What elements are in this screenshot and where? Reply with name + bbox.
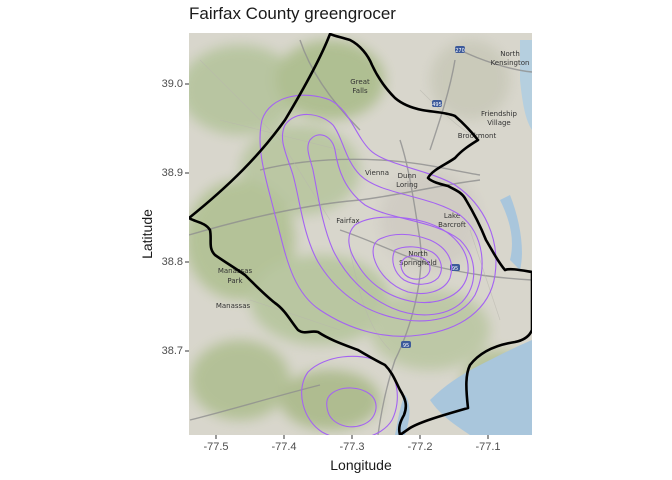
y-tick-label: 38.7 xyxy=(161,345,183,357)
x-tick-label: -77.4 xyxy=(271,441,297,453)
plot-title: Fairfax County greengrocer xyxy=(189,4,396,23)
contour-7 xyxy=(400,255,431,280)
x-tick-label: -77.1 xyxy=(475,441,501,453)
y-axis-title: Latitude xyxy=(139,209,155,259)
axis-ticks xyxy=(185,83,489,439)
label-manassas: Manassas xyxy=(216,302,251,310)
basemap-tiles: Great Falls North Kensington Friendship … xyxy=(189,33,532,435)
y-tick-label: 39.0 xyxy=(161,78,183,90)
label-friendship-village: Friendship xyxy=(481,110,518,118)
x-tick-label: -77.5 xyxy=(203,441,229,453)
label-north-kensington: North xyxy=(500,50,520,58)
svg-text:495: 495 xyxy=(432,102,442,108)
contour-2 xyxy=(281,113,483,322)
svg-text:Springfield: Springfield xyxy=(399,259,437,267)
contour-south-inner xyxy=(326,387,377,428)
label-vienna: Vienna xyxy=(365,169,389,177)
label-dunn-loring: Dunn xyxy=(398,172,417,180)
contour-3 xyxy=(307,134,475,316)
svg-text:Loring: Loring xyxy=(396,181,418,189)
svg-text:95: 95 xyxy=(452,266,458,272)
x-axis-title: Longitude xyxy=(330,457,392,473)
contour-outer xyxy=(259,94,497,337)
svg-text:Kensington: Kensington xyxy=(491,59,530,67)
contour-4 xyxy=(348,216,469,304)
svg-text:95: 95 xyxy=(403,343,409,349)
county-boundary xyxy=(189,33,532,435)
svg-text:270: 270 xyxy=(455,48,465,54)
contour-south-outer xyxy=(301,355,398,435)
label-north-springfield: North xyxy=(408,250,428,258)
label-lake-barcroft: Lake xyxy=(444,212,460,220)
contour-5 xyxy=(372,233,453,295)
contour-6 xyxy=(392,246,442,285)
x-tick-label: -77.2 xyxy=(407,441,433,453)
y-tick-label: 38.9 xyxy=(161,167,183,179)
label-manassas-park: Manassas xyxy=(218,267,253,275)
svg-text:Village: Village xyxy=(487,119,511,127)
svg-text:Park: Park xyxy=(227,277,243,285)
x-tick-label: -77.3 xyxy=(339,441,365,453)
label-brookmont: Brookmont xyxy=(458,132,497,140)
svg-text:Falls: Falls xyxy=(352,87,368,95)
y-tick-label: 38.8 xyxy=(161,256,183,268)
svg-text:Barcroft: Barcroft xyxy=(438,221,466,229)
label-fairfax: Fairfax xyxy=(336,217,359,225)
density-contours xyxy=(259,94,497,435)
label-great-falls: Great xyxy=(350,78,370,86)
